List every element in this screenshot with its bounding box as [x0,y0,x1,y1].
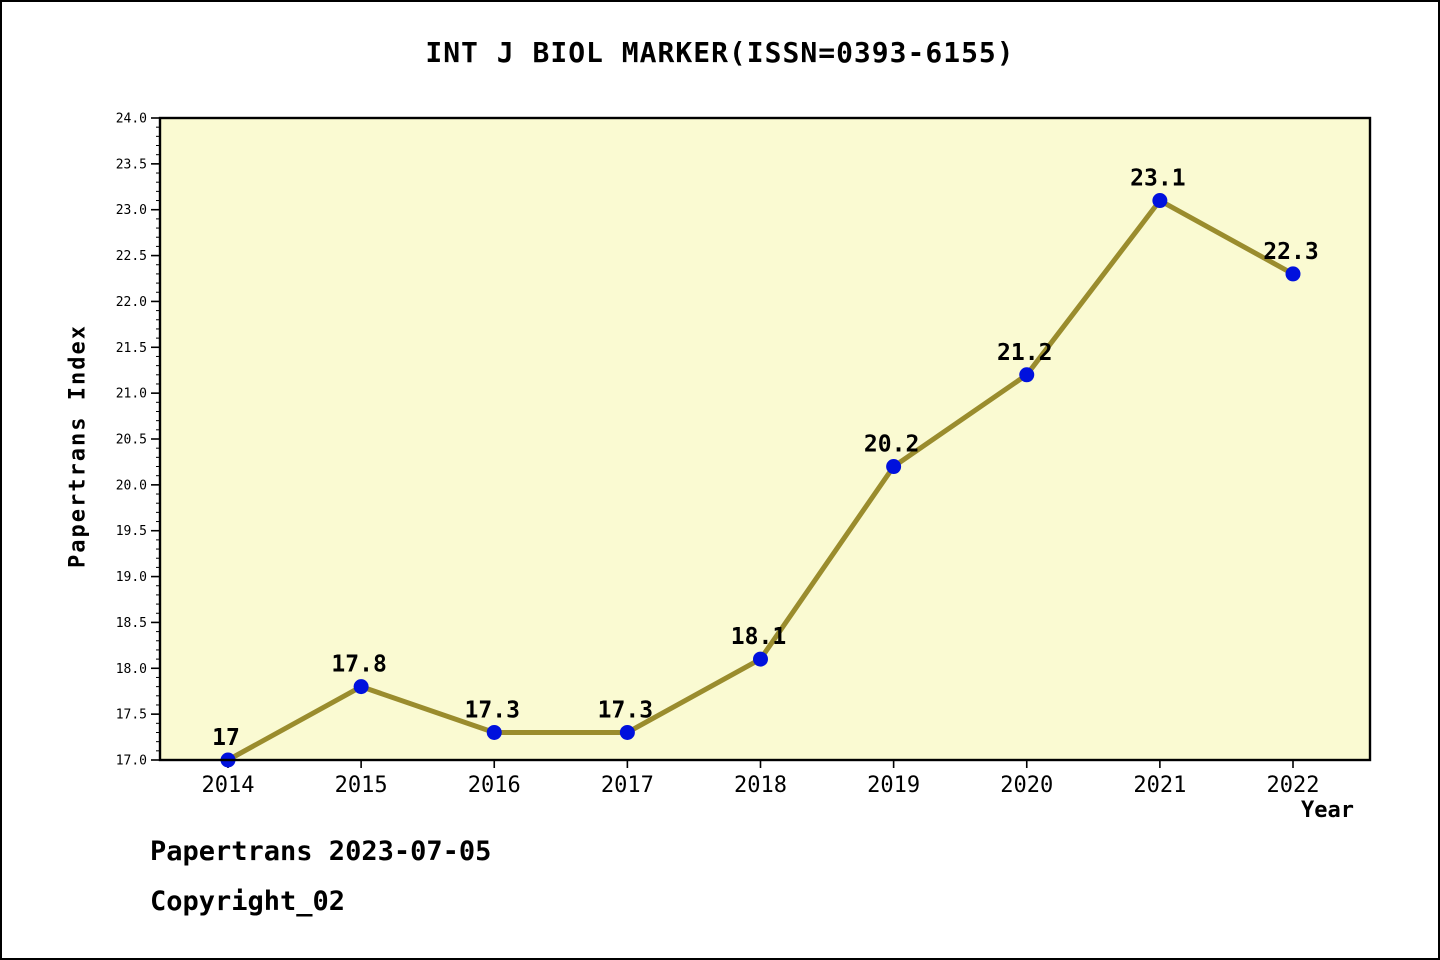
x-tick-label: 2022 [1267,773,1320,798]
y-tick-label: 18.0 [116,662,147,677]
y-tick-label: 23.5 [116,157,147,172]
data-point-label: 17.8 [331,652,386,678]
y-tick-label: 18.5 [116,616,147,631]
y-axis-label: Papertrans Index [65,324,91,568]
data-point-label: 17 [212,725,240,751]
x-tick-label: 2017 [601,773,654,798]
data-point [619,724,635,740]
y-tick-label: 17.5 [116,708,147,723]
x-tick-label: 2020 [1000,773,1053,798]
plot-border [158,116,1372,762]
x-tick-label: 2014 [202,773,255,798]
data-point-label: 22.3 [1263,239,1318,265]
x-tick-label: 2019 [867,773,920,798]
data-point-label: 17.3 [598,697,653,723]
data-point-label: 17.3 [465,697,520,723]
y-tick-label: 20.5 [116,433,147,448]
data-point-label: 20.2 [864,432,919,458]
footer-date: Papertrans 2023-07-05 [150,836,492,867]
y-tick-label: 23.0 [116,203,147,218]
y-tick-label: 21.0 [116,387,147,402]
y-tick-label: 21.5 [116,341,147,356]
data-point-label: 21.2 [997,340,1052,366]
y-tick-label: 19.0 [116,570,147,585]
x-tick-label: 2015 [335,773,388,798]
y-tick-label: 17.0 [116,754,147,769]
data-point-label: 18.1 [731,624,786,650]
y-tick-label: 19.5 [116,524,147,539]
x-tick-label: 2016 [468,773,521,798]
data-point [1019,367,1035,383]
x-tick-label: 2018 [734,773,787,798]
data-point [353,679,369,695]
data-point [1152,193,1168,209]
chart-title: INT J BIOL MARKER(ISSN=0393-6155) [425,36,1015,69]
y-tick-label: 22.5 [116,249,147,264]
x-axis-label: Year [1301,798,1354,823]
footer-copyright: Copyright_02 [150,886,346,917]
data-point [1285,266,1301,282]
data-point [886,459,902,475]
y-tick-label: 20.0 [116,478,147,493]
y-tick-label: 24.0 [116,112,147,127]
data-point [753,651,768,667]
x-tick-label: 2021 [1133,773,1186,798]
data-point [486,724,502,740]
y-tick-label: 22.0 [116,295,147,310]
data-point-label: 23.1 [1130,166,1185,192]
